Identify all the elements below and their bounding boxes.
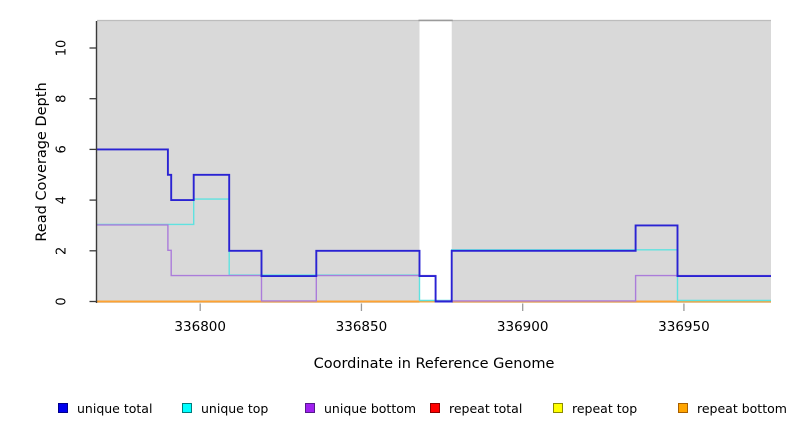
- legend-item-unique-bottom: unique bottom: [305, 399, 416, 417]
- legend-item-repeat-bottom: repeat bottom: [678, 399, 787, 417]
- legend-swatch-repeat-top: [553, 403, 563, 413]
- legend-label: repeat top: [572, 400, 638, 416]
- series-line-unique-bottom: [97, 224, 771, 302]
- y-tick-label: 10: [55, 40, 70, 57]
- legend-item-unique-total: unique total: [58, 399, 152, 417]
- x-tick-label: 336950: [658, 319, 710, 335]
- legend-label: unique total: [77, 400, 153, 416]
- y-axis-title: Read Coverage Depth: [34, 82, 50, 242]
- x-axis-title: Coordinate in Reference Genome: [313, 356, 555, 372]
- legend-label: unique top: [201, 400, 269, 416]
- y-tick-label: 6: [55, 145, 70, 153]
- legend-swatch-unique-bottom: [305, 403, 315, 413]
- series-line-unique-total: [97, 148, 771, 303]
- legend: unique total unique top unique bottom repea…: [0, 399, 792, 419]
- y-tick-label: 0: [55, 297, 70, 305]
- legend-swatch-repeat-bottom: [678, 403, 688, 413]
- legend-label: repeat bottom: [697, 400, 787, 416]
- legend-label: unique bottom: [324, 400, 417, 416]
- legend-item-unique-top: unique top: [182, 399, 268, 417]
- x-tick-label: 336850: [336, 319, 388, 335]
- legend-item-repeat-top: repeat top: [553, 399, 637, 417]
- legend-swatch-unique-total: [58, 403, 68, 413]
- y-tick-label: 2: [55, 247, 70, 255]
- x-tick-label: 336900: [497, 319, 549, 335]
- legend-label: repeat total: [449, 400, 523, 416]
- legend-swatch-unique-top: [182, 403, 192, 413]
- legend-swatch-repeat-total: [430, 403, 440, 413]
- y-tick-label: 4: [55, 196, 70, 204]
- x-tick-label: 336800: [174, 319, 226, 335]
- legend-item-repeat-total: repeat total: [430, 399, 522, 417]
- y-tick-label: 8: [55, 95, 70, 103]
- masked-region-band: [419, 19, 452, 304]
